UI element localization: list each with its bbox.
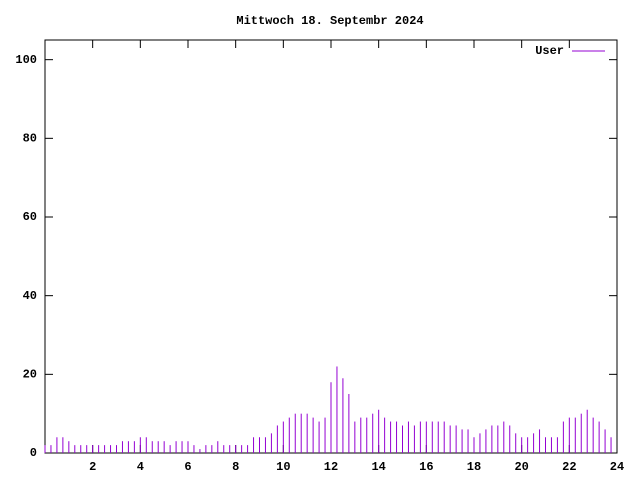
x-tick-label: 4	[137, 460, 144, 474]
x-tick-label: 8	[232, 460, 239, 474]
x-tick-label: 16	[419, 460, 433, 474]
y-tick-label: 20	[23, 368, 37, 382]
legend-label: User	[535, 44, 564, 58]
x-tick-label: 24	[610, 460, 624, 474]
y-tick-label: 60	[23, 210, 37, 224]
x-tick-label: 18	[467, 460, 481, 474]
x-tick-label: 2	[89, 460, 96, 474]
x-tick-label: 20	[514, 460, 528, 474]
x-tick-label: 12	[324, 460, 338, 474]
x-tick-label: 14	[371, 460, 385, 474]
x-tick-label: 22	[562, 460, 576, 474]
y-tick-label: 80	[23, 132, 37, 146]
x-tick-label: 10	[276, 460, 290, 474]
chart-title: Mittwoch 18. Septembr 2024	[236, 14, 423, 28]
y-tick-label: 100	[15, 53, 37, 67]
y-tick-label: 40	[23, 289, 37, 303]
y-tick-label: 0	[30, 446, 37, 460]
x-tick-label: 6	[184, 460, 191, 474]
